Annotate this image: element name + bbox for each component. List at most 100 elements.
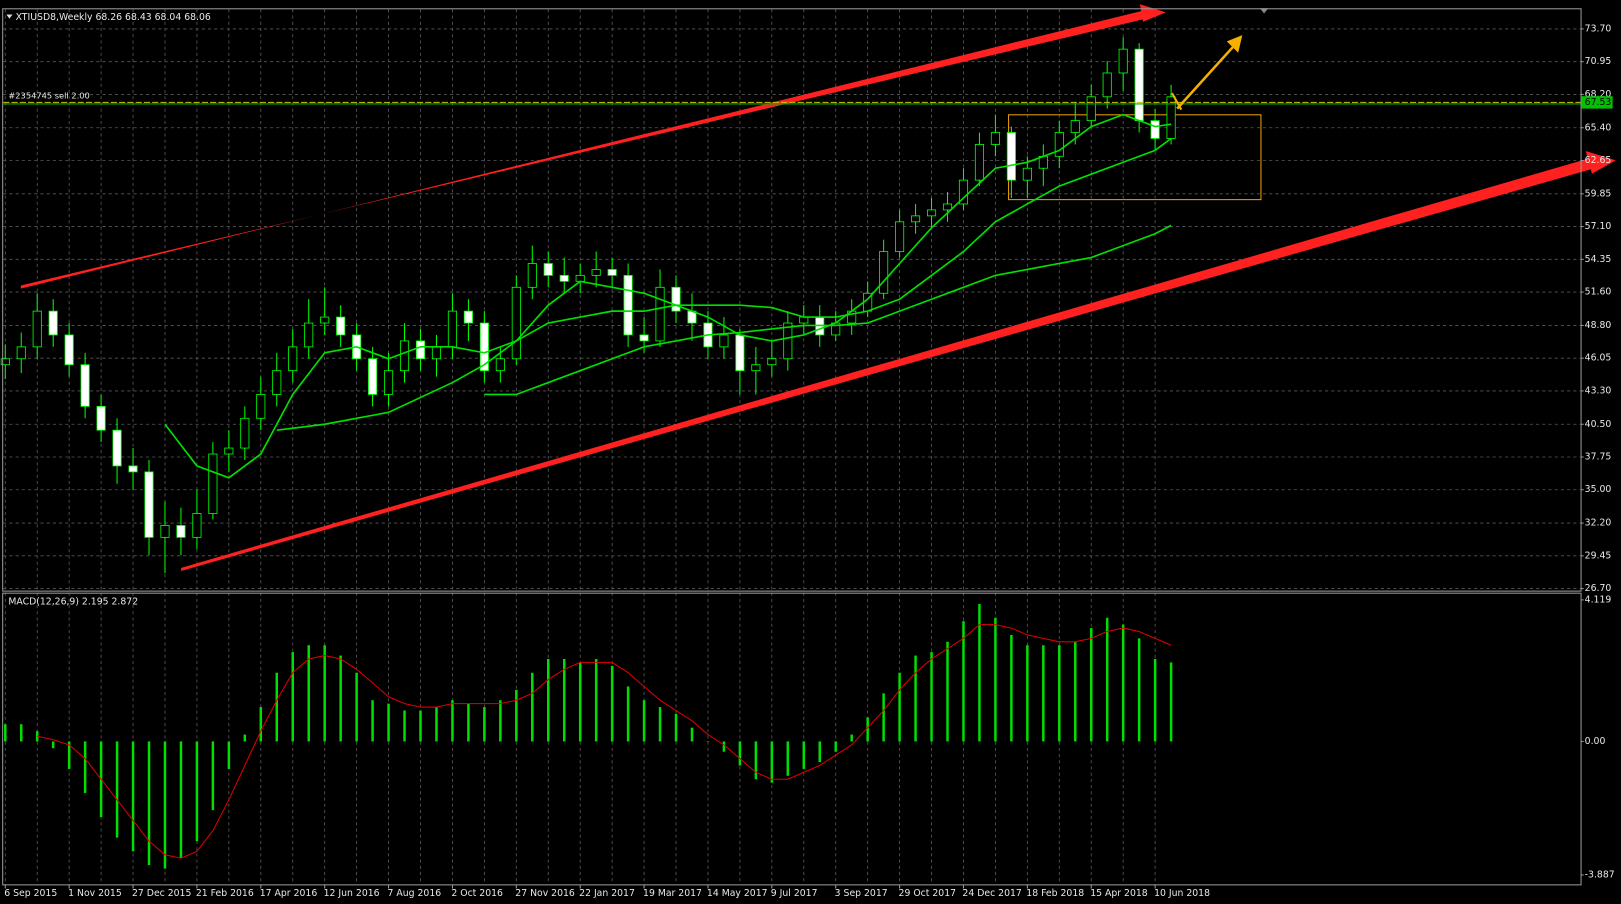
- macd-bar: [387, 703, 390, 742]
- pullback-arrow: [1171, 92, 1183, 111]
- candle-body: [958, 179, 969, 205]
- macd-bar: [978, 604, 981, 742]
- macd-bar: [610, 665, 614, 742]
- macd-bar: [51, 741, 55, 749]
- macd-bar: [515, 689, 518, 742]
- x-tick-label: 27 Nov 2016: [515, 888, 575, 899]
- candle-body: [895, 221, 905, 253]
- macd-panel: [4, 604, 1173, 869]
- macd-bar: [20, 724, 23, 742]
- candle-body: [479, 322, 489, 372]
- signal-line: [37, 624, 1172, 859]
- y-tick-label: 46.05: [1585, 353, 1612, 364]
- macd-bar: [898, 672, 901, 742]
- macd-bar: [962, 621, 965, 742]
- macd-bar: [291, 652, 294, 742]
- candle-body: [288, 346, 298, 372]
- x-tick-label: 18 Feb 2018: [1026, 888, 1084, 899]
- x-tick-label: 3 Sep 2017: [835, 888, 888, 899]
- macd-bar: [531, 672, 534, 742]
- candle-body: [128, 465, 138, 473]
- macd-bar: [259, 707, 263, 742]
- candle-body: [224, 447, 234, 455]
- macd-bar: [562, 658, 566, 742]
- macd-bar: [371, 700, 374, 742]
- x-tick-label: 15 Apr 2018: [1090, 888, 1148, 899]
- macd-bar: [211, 741, 215, 811]
- macd-bar: [1089, 628, 1093, 742]
- candle-body: [447, 310, 457, 348]
- lower-channel: [181, 157, 1598, 571]
- candle-body: [911, 215, 921, 223]
- x-tick-label: 14 May 2017: [707, 888, 768, 899]
- candle-body: [192, 513, 202, 538]
- macd-title: MACD(12,26,9) 2.195 2.872: [8, 596, 138, 607]
- candle-body: [974, 144, 984, 181]
- macd-bar: [930, 652, 933, 742]
- macd-bar: [1010, 634, 1013, 742]
- macd-bar: [131, 741, 135, 852]
- candle-body: [80, 364, 90, 407]
- macd-bar: [323, 645, 326, 742]
- candle-body: [1070, 120, 1080, 133]
- candle-body: [144, 471, 154, 538]
- candle-body: [208, 453, 218, 514]
- candle-body: [607, 269, 617, 276]
- candle-body: [1054, 132, 1064, 157]
- candle-body: [176, 525, 186, 538]
- macd-bar: [467, 703, 470, 742]
- x-tick-label: 6 Sep 2015: [4, 888, 57, 899]
- menu-triangle: [6, 14, 13, 19]
- candle-body: [591, 269, 601, 276]
- macd-bar: [658, 707, 662, 742]
- candle-body: [384, 370, 394, 395]
- candle-body: [112, 429, 122, 467]
- candle-body: [256, 394, 266, 419]
- candle-body: [495, 358, 505, 372]
- macd-bar: [67, 741, 71, 769]
- macd-bar: [115, 741, 119, 838]
- macd-bar: [786, 741, 790, 776]
- candle-body: [160, 525, 170, 538]
- macd-bar: [1169, 662, 1173, 742]
- macd-bar: [706, 741, 710, 742]
- y-tick-label: 40.50: [1585, 419, 1612, 430]
- price-tag: [1581, 96, 1613, 109]
- macd-bar: [307, 645, 310, 742]
- y-tick-label: 57.10: [1585, 221, 1612, 232]
- candle-body: [942, 203, 953, 211]
- y-tick-label: 32.20: [1585, 518, 1612, 529]
- candle-body: [559, 274, 569, 282]
- candle-body: [575, 274, 585, 282]
- macd-bar: [594, 658, 598, 742]
- candle-body: [719, 334, 729, 348]
- price-panel: [0, 37, 1581, 574]
- macd-bar: [1105, 617, 1109, 742]
- macd-bar: [770, 741, 774, 783]
- candle-body: [399, 340, 410, 372]
- candle-body: [0, 358, 10, 366]
- y-tick-label: 48.80: [1585, 320, 1612, 331]
- candle-body: [527, 263, 537, 288]
- candle-body: [96, 405, 106, 431]
- x-tick-label: 21 Feb 2016: [196, 888, 254, 899]
- candle-body: [1102, 72, 1112, 98]
- y-tick-label: 65.40: [1585, 122, 1612, 133]
- x-tick-label: 2 Oct 2016: [451, 888, 503, 899]
- moving-average: [276, 137, 1172, 432]
- order-label: #2354745 sell 2.00: [8, 91, 89, 101]
- x-tick-label: 24 Dec 2017: [962, 888, 1021, 899]
- candle-body: [671, 286, 681, 312]
- macd-bar: [674, 713, 678, 742]
- y-tick-label: 43.30: [1585, 385, 1612, 396]
- shift-marker: [1259, 8, 1269, 14]
- macd-bar: [722, 741, 726, 752]
- forecast-arrowhead: [1226, 35, 1243, 53]
- macd-bar: [1026, 645, 1029, 742]
- macd-bar: [419, 710, 422, 742]
- x-tick-label: 9 Jul 2017: [771, 888, 818, 899]
- candle-body: [751, 364, 761, 372]
- y-tick-label: 68.20: [1585, 89, 1612, 100]
- candle-body: [336, 316, 346, 336]
